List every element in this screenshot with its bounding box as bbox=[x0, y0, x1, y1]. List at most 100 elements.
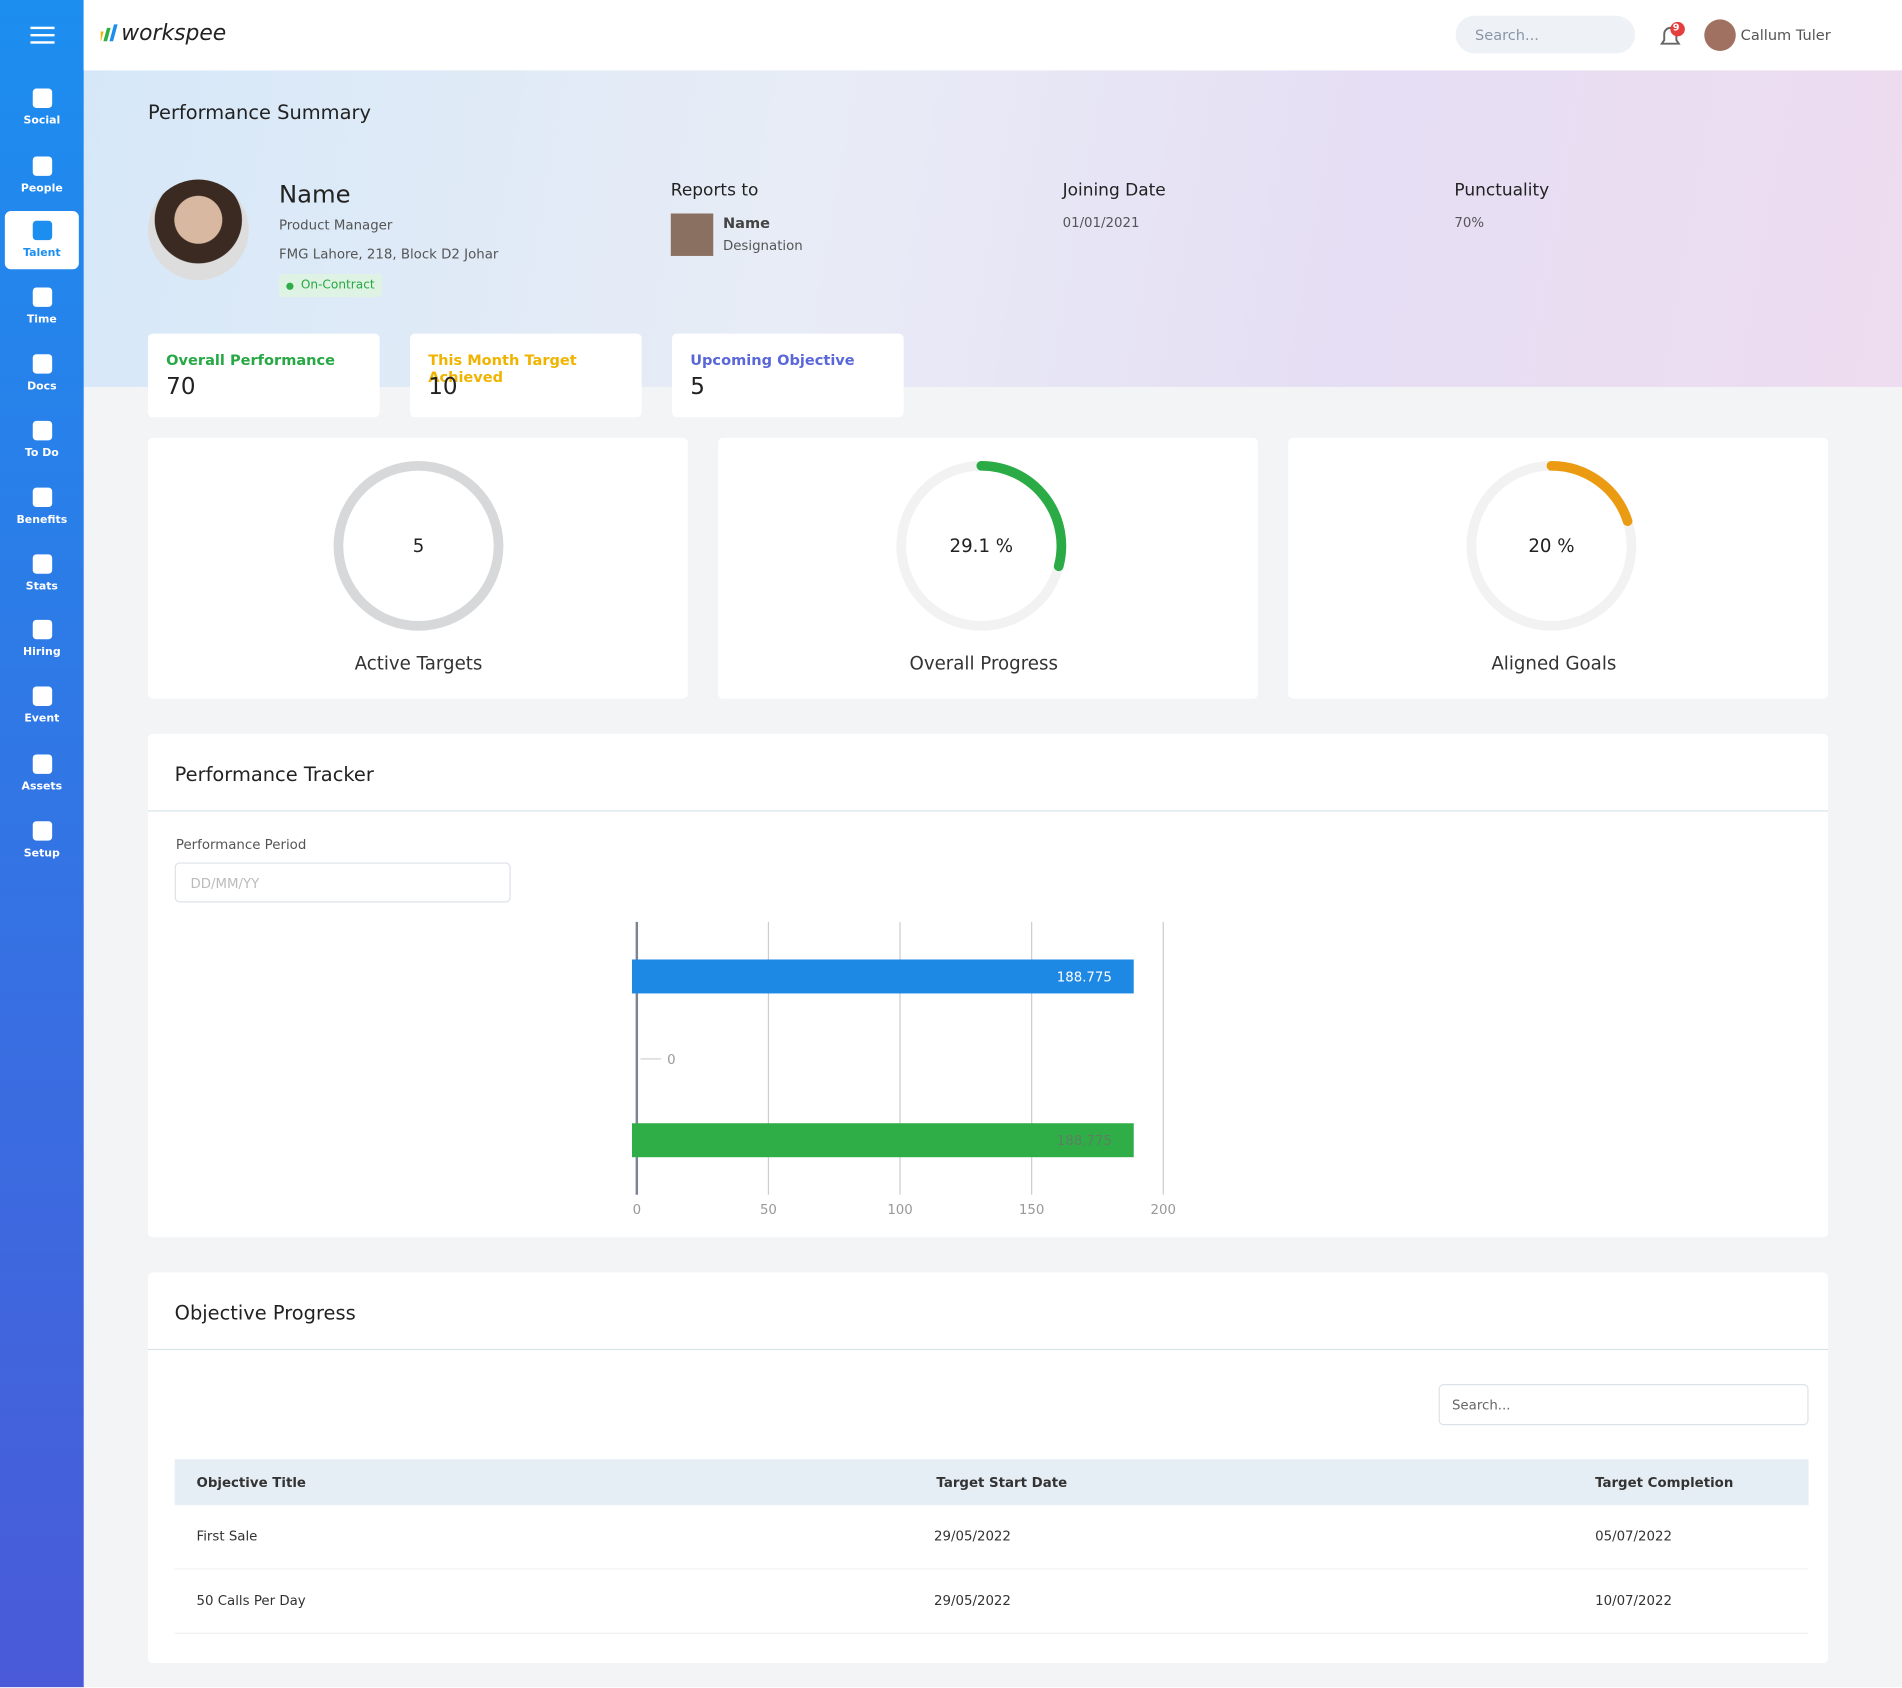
nav-icon bbox=[32, 554, 52, 574]
joining-label: Joining Date bbox=[1062, 180, 1166, 201]
nav-icon bbox=[32, 821, 52, 841]
reports-label: Reports to bbox=[670, 180, 759, 201]
nav-icon bbox=[32, 220, 52, 241]
table-cell: 05/07/2022 bbox=[1595, 1528, 1673, 1545]
nav-item[interactable]: To Do bbox=[5, 411, 79, 469]
gauge-card: 29.1 % Overall Progress bbox=[718, 437, 1258, 699]
table-cell: First Sale bbox=[196, 1528, 258, 1545]
stat-label: Overall Performance bbox=[166, 351, 336, 369]
table-header bbox=[174, 1459, 1809, 1506]
nav-item[interactable]: Docs bbox=[5, 344, 79, 402]
nav-label: Benefits bbox=[16, 514, 68, 527]
bar-chart: 0 50 100 150 200 0 188.775 188.775 bbox=[631, 921, 1176, 1218]
x-tick-label: 100 bbox=[887, 1203, 912, 1218]
gauge-value: 20 % bbox=[1528, 536, 1574, 557]
stat-card: This Month Target Achieved 10 bbox=[409, 333, 642, 418]
period-input[interactable]: DD/MM/YY bbox=[174, 862, 511, 903]
nav-label: Hiring bbox=[23, 646, 61, 659]
nav-item[interactable]: Setup bbox=[5, 811, 79, 869]
search-placeholder: Search... bbox=[1475, 26, 1539, 44]
period-placeholder: DD/MM/YY bbox=[190, 875, 260, 892]
sidebar: Social People Talent Time Docs To Do Benefits S… bbox=[0, 0, 84, 1688]
menu-icon[interactable] bbox=[30, 25, 55, 44]
stat-label: This Month Target Achieved bbox=[428, 351, 577, 386]
nav-item[interactable]: People bbox=[5, 147, 79, 205]
nav-icon bbox=[32, 420, 52, 441]
gauge-label: Overall Progress bbox=[910, 654, 1058, 675]
x-tick-label: 50 bbox=[760, 1203, 777, 1218]
gauge-arc bbox=[976, 460, 1067, 572]
stat-card: Overall Performance 70 bbox=[147, 333, 380, 418]
column-header: Objective Title bbox=[196, 1475, 306, 1491]
status-badge: On-Contract bbox=[278, 274, 382, 298]
y-tick-label: 0 bbox=[667, 1053, 675, 1068]
nav-label: Stats bbox=[25, 581, 58, 594]
table-search[interactable]: Search... bbox=[1438, 1384, 1809, 1426]
table-row[interactable] bbox=[174, 1505, 1809, 1570]
table-cell: 29/05/2022 bbox=[934, 1592, 1011, 1609]
nav-label: Event bbox=[24, 713, 60, 726]
nav-icon bbox=[32, 754, 52, 774]
profile-address: FMG Lahore, 218, Block D2 Johar bbox=[278, 246, 499, 263]
page-title: Performance Summary bbox=[147, 100, 371, 124]
nav-item[interactable]: Talent bbox=[4, 211, 79, 270]
nav-item[interactable]: Hiring bbox=[5, 610, 79, 668]
manager-name: Name bbox=[722, 214, 771, 232]
nav-item[interactable]: Stats bbox=[5, 545, 79, 603]
stat-card: Upcoming Objective 5 bbox=[672, 333, 904, 418]
table-cell: 50 Calls Per Day bbox=[196, 1592, 306, 1609]
gauge-track bbox=[333, 460, 504, 631]
punctuality-label: Punctuality bbox=[1454, 180, 1550, 201]
tracker-title: Performance Tracker bbox=[174, 762, 374, 787]
objectives-card: Objective Progress Search... Objective T… bbox=[147, 1272, 1828, 1664]
top-bar: workspee Search... 9 Callum Tuler bbox=[83, 0, 1902, 71]
status-text: On-Contract bbox=[300, 278, 375, 293]
gauge-label: Aligned Goals bbox=[1491, 654, 1616, 675]
gauge-value: 29.1 % bbox=[950, 536, 1014, 557]
table-row[interactable] bbox=[174, 1569, 1809, 1634]
user-avatar[interactable] bbox=[1704, 19, 1736, 51]
search-box[interactable]: Search... bbox=[1455, 15, 1636, 54]
nav-item[interactable]: Benefits bbox=[5, 478, 79, 536]
nav-label: Setup bbox=[23, 847, 60, 861]
nav-icon bbox=[32, 156, 52, 176]
nav-label: Docs bbox=[27, 380, 57, 394]
table-cell: 10/07/2022 bbox=[1595, 1592, 1673, 1609]
profile-role: Product Manager bbox=[278, 217, 393, 233]
nav-label: Social bbox=[23, 115, 61, 128]
nav-label: Assets bbox=[21, 781, 63, 794]
stat-value: 70 bbox=[166, 373, 196, 401]
manager-designation: Designation bbox=[722, 237, 803, 254]
profile-name: Name bbox=[278, 179, 351, 209]
nav-icon bbox=[32, 88, 52, 108]
gauge: 20 % Aligned Goals bbox=[1466, 460, 1637, 675]
nav-icon bbox=[32, 686, 52, 706]
stat-value: 5 bbox=[690, 373, 705, 401]
nav-icon bbox=[32, 354, 52, 374]
table-search-placeholder: Search... bbox=[1451, 1397, 1511, 1414]
notification-count: 9 bbox=[1672, 21, 1680, 33]
nav-item[interactable]: Event bbox=[5, 677, 79, 735]
table-cell: 29/05/2022 bbox=[934, 1528, 1011, 1545]
gauge-card: 5 Active Targets bbox=[147, 437, 688, 699]
bar-value-label: 188.775 bbox=[1057, 1134, 1112, 1149]
bell[interactable] bbox=[1657, 21, 1686, 51]
gauge: 5 Active Targets bbox=[333, 460, 504, 675]
profile-photo bbox=[147, 179, 249, 281]
stat-label: Upcoming Objective bbox=[690, 351, 855, 369]
manager-photo bbox=[670, 213, 714, 256]
nav-item[interactable]: Assets bbox=[5, 745, 79, 803]
x-tick-label: 150 bbox=[1019, 1203, 1044, 1218]
column-header: Target Start Date bbox=[936, 1475, 1068, 1491]
nav-item[interactable]: Social bbox=[5, 79, 79, 137]
bar-value-label: 188.775 bbox=[1057, 970, 1112, 985]
user-name[interactable]: Callum Tuler bbox=[1740, 26, 1831, 44]
nav-label: To Do bbox=[24, 447, 59, 460]
nav-label: People bbox=[20, 183, 63, 196]
tracker-card: Performance Tracker Performance Period D… bbox=[147, 733, 1828, 1238]
nav-item[interactable]: Time bbox=[5, 278, 79, 336]
logo-mark bbox=[100, 24, 118, 42]
bar bbox=[631, 1123, 1134, 1158]
period-label: Performance Period bbox=[175, 836, 307, 853]
